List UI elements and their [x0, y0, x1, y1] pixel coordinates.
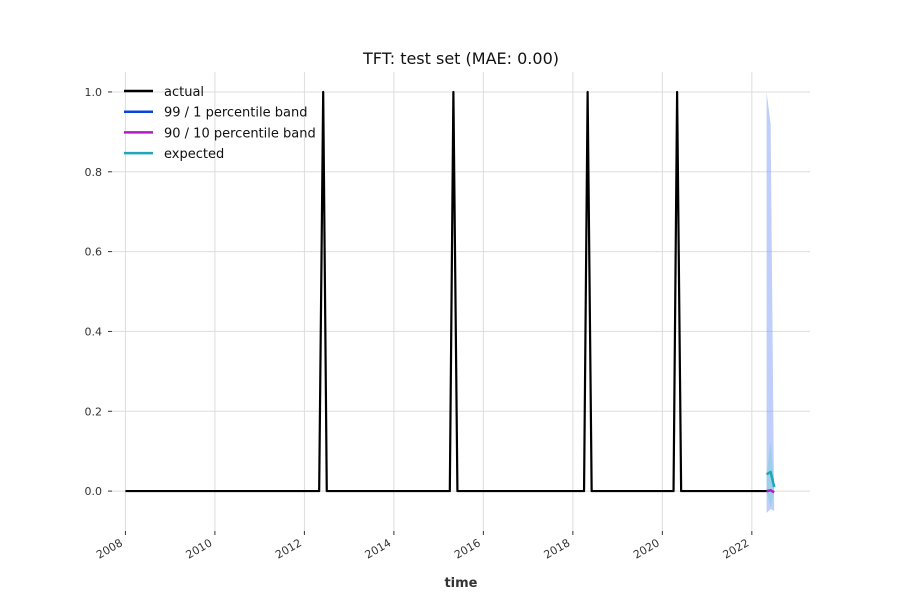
x-tick-label: 2014: [363, 536, 394, 561]
y-tick-label: 0.2: [85, 405, 103, 418]
series-line: [765, 470, 776, 488]
x-tick-label: 2020: [631, 536, 662, 561]
x-tick-label: 2016: [452, 536, 483, 561]
x-tick-label: 2010: [184, 536, 215, 561]
chart-title: TFT: test set (MAE: 0.00): [362, 49, 559, 68]
grid-lines: [112, 72, 810, 531]
x-axis-label: time: [444, 576, 477, 591]
y-tick-label: 1.0: [85, 86, 103, 99]
legend-label: 90 / 10 percentile band: [164, 126, 316, 141]
x-tick-label: 2012: [273, 536, 304, 561]
legend: actual 99 / 1 percentile band 90 / 10 perc…: [124, 85, 316, 162]
x-tick-label: 2008: [94, 536, 125, 561]
band-area: [766, 91, 775, 514]
series-line: [766, 489, 775, 494]
percentile-bands: [766, 91, 775, 514]
series-line: [125, 90, 767, 493]
legend-label: 99 / 1 percentile band: [164, 106, 307, 121]
y-tick-label: 0.8: [85, 166, 103, 179]
y-tick-label: 0.0: [85, 485, 103, 498]
series-lines: [125, 90, 776, 494]
x-tick-label: 2022: [721, 536, 752, 561]
y-tick-label: 0.6: [85, 246, 103, 259]
y-tick-label: 0.4: [85, 325, 103, 338]
x-tick-label: 2018: [542, 536, 573, 561]
legend-label: actual: [164, 85, 204, 100]
legend-label: expected: [164, 147, 224, 162]
